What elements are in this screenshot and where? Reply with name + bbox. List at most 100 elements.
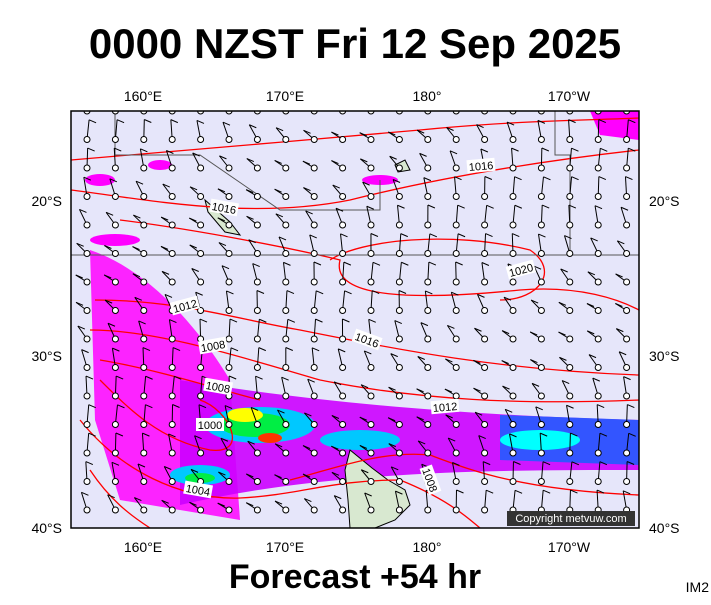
station [368, 165, 374, 171]
isobar-label: 1000 [196, 418, 224, 432]
station [254, 165, 260, 171]
station [425, 450, 431, 456]
station [311, 251, 317, 257]
station [226, 507, 232, 513]
station [141, 137, 147, 143]
station [283, 165, 289, 171]
barb-staff [417, 104, 428, 111]
station [595, 393, 601, 399]
barb-flag [201, 91, 208, 94]
station [84, 365, 90, 371]
station [567, 137, 573, 143]
station [112, 479, 118, 485]
station [169, 507, 175, 513]
station [595, 251, 601, 257]
station [340, 251, 346, 257]
station [624, 450, 630, 456]
station [595, 422, 601, 428]
station [396, 336, 402, 342]
station [368, 279, 374, 285]
station [538, 308, 544, 314]
station [482, 279, 488, 285]
longitude-label: 160°E [124, 539, 162, 555]
station [112, 336, 118, 342]
station [368, 137, 374, 143]
station [510, 222, 516, 228]
station [482, 336, 488, 342]
station [538, 137, 544, 143]
barb-flag [360, 102, 367, 105]
station [624, 365, 630, 371]
station [311, 336, 317, 342]
station [198, 165, 204, 171]
station [311, 308, 317, 314]
station [368, 194, 374, 200]
station [482, 308, 488, 314]
station [283, 336, 289, 342]
station [169, 336, 175, 342]
station [283, 308, 289, 314]
station [510, 450, 516, 456]
station [84, 137, 90, 143]
station [595, 450, 601, 456]
longitude-label: 170°E [266, 539, 304, 555]
station [84, 450, 90, 456]
station [510, 251, 516, 257]
station [340, 365, 346, 371]
barb-flag [388, 104, 395, 107]
station [340, 422, 346, 428]
station [141, 251, 147, 257]
station [226, 251, 232, 257]
station [538, 422, 544, 428]
station [624, 137, 630, 143]
station [567, 251, 573, 257]
barb-staff [388, 104, 399, 111]
station [396, 137, 402, 143]
station [453, 479, 459, 485]
station [311, 507, 317, 513]
station [453, 165, 459, 171]
station [538, 165, 544, 171]
station [538, 393, 544, 399]
station [425, 422, 431, 428]
station [453, 194, 459, 200]
station [84, 422, 90, 428]
station [84, 336, 90, 342]
station [254, 194, 260, 200]
station [311, 365, 317, 371]
station [396, 279, 402, 285]
station [510, 137, 516, 143]
station [396, 507, 402, 513]
station [595, 336, 601, 342]
station [510, 479, 516, 485]
station [311, 222, 317, 228]
longitude-label: 170°E [266, 88, 304, 104]
station [169, 422, 175, 428]
station [141, 507, 147, 513]
station [112, 194, 118, 200]
station [624, 479, 630, 485]
station [226, 365, 232, 371]
station [567, 336, 573, 342]
station [396, 479, 402, 485]
station [595, 479, 601, 485]
station [254, 279, 260, 285]
station [482, 422, 488, 428]
station [368, 422, 374, 428]
station [198, 279, 204, 285]
station [368, 479, 374, 485]
station [226, 137, 232, 143]
barb-staff [333, 99, 343, 111]
station [595, 194, 601, 200]
title: 0000 NZST Fri 12 Sep 2025 [89, 20, 621, 67]
station [283, 251, 289, 257]
station [595, 222, 601, 228]
station [226, 336, 232, 342]
isobar-label-text: 1012 [432, 401, 457, 415]
barb-staff [306, 97, 314, 111]
barb-staff [534, 96, 542, 111]
station [141, 422, 147, 428]
barb-staff [360, 102, 371, 111]
station [396, 365, 402, 371]
